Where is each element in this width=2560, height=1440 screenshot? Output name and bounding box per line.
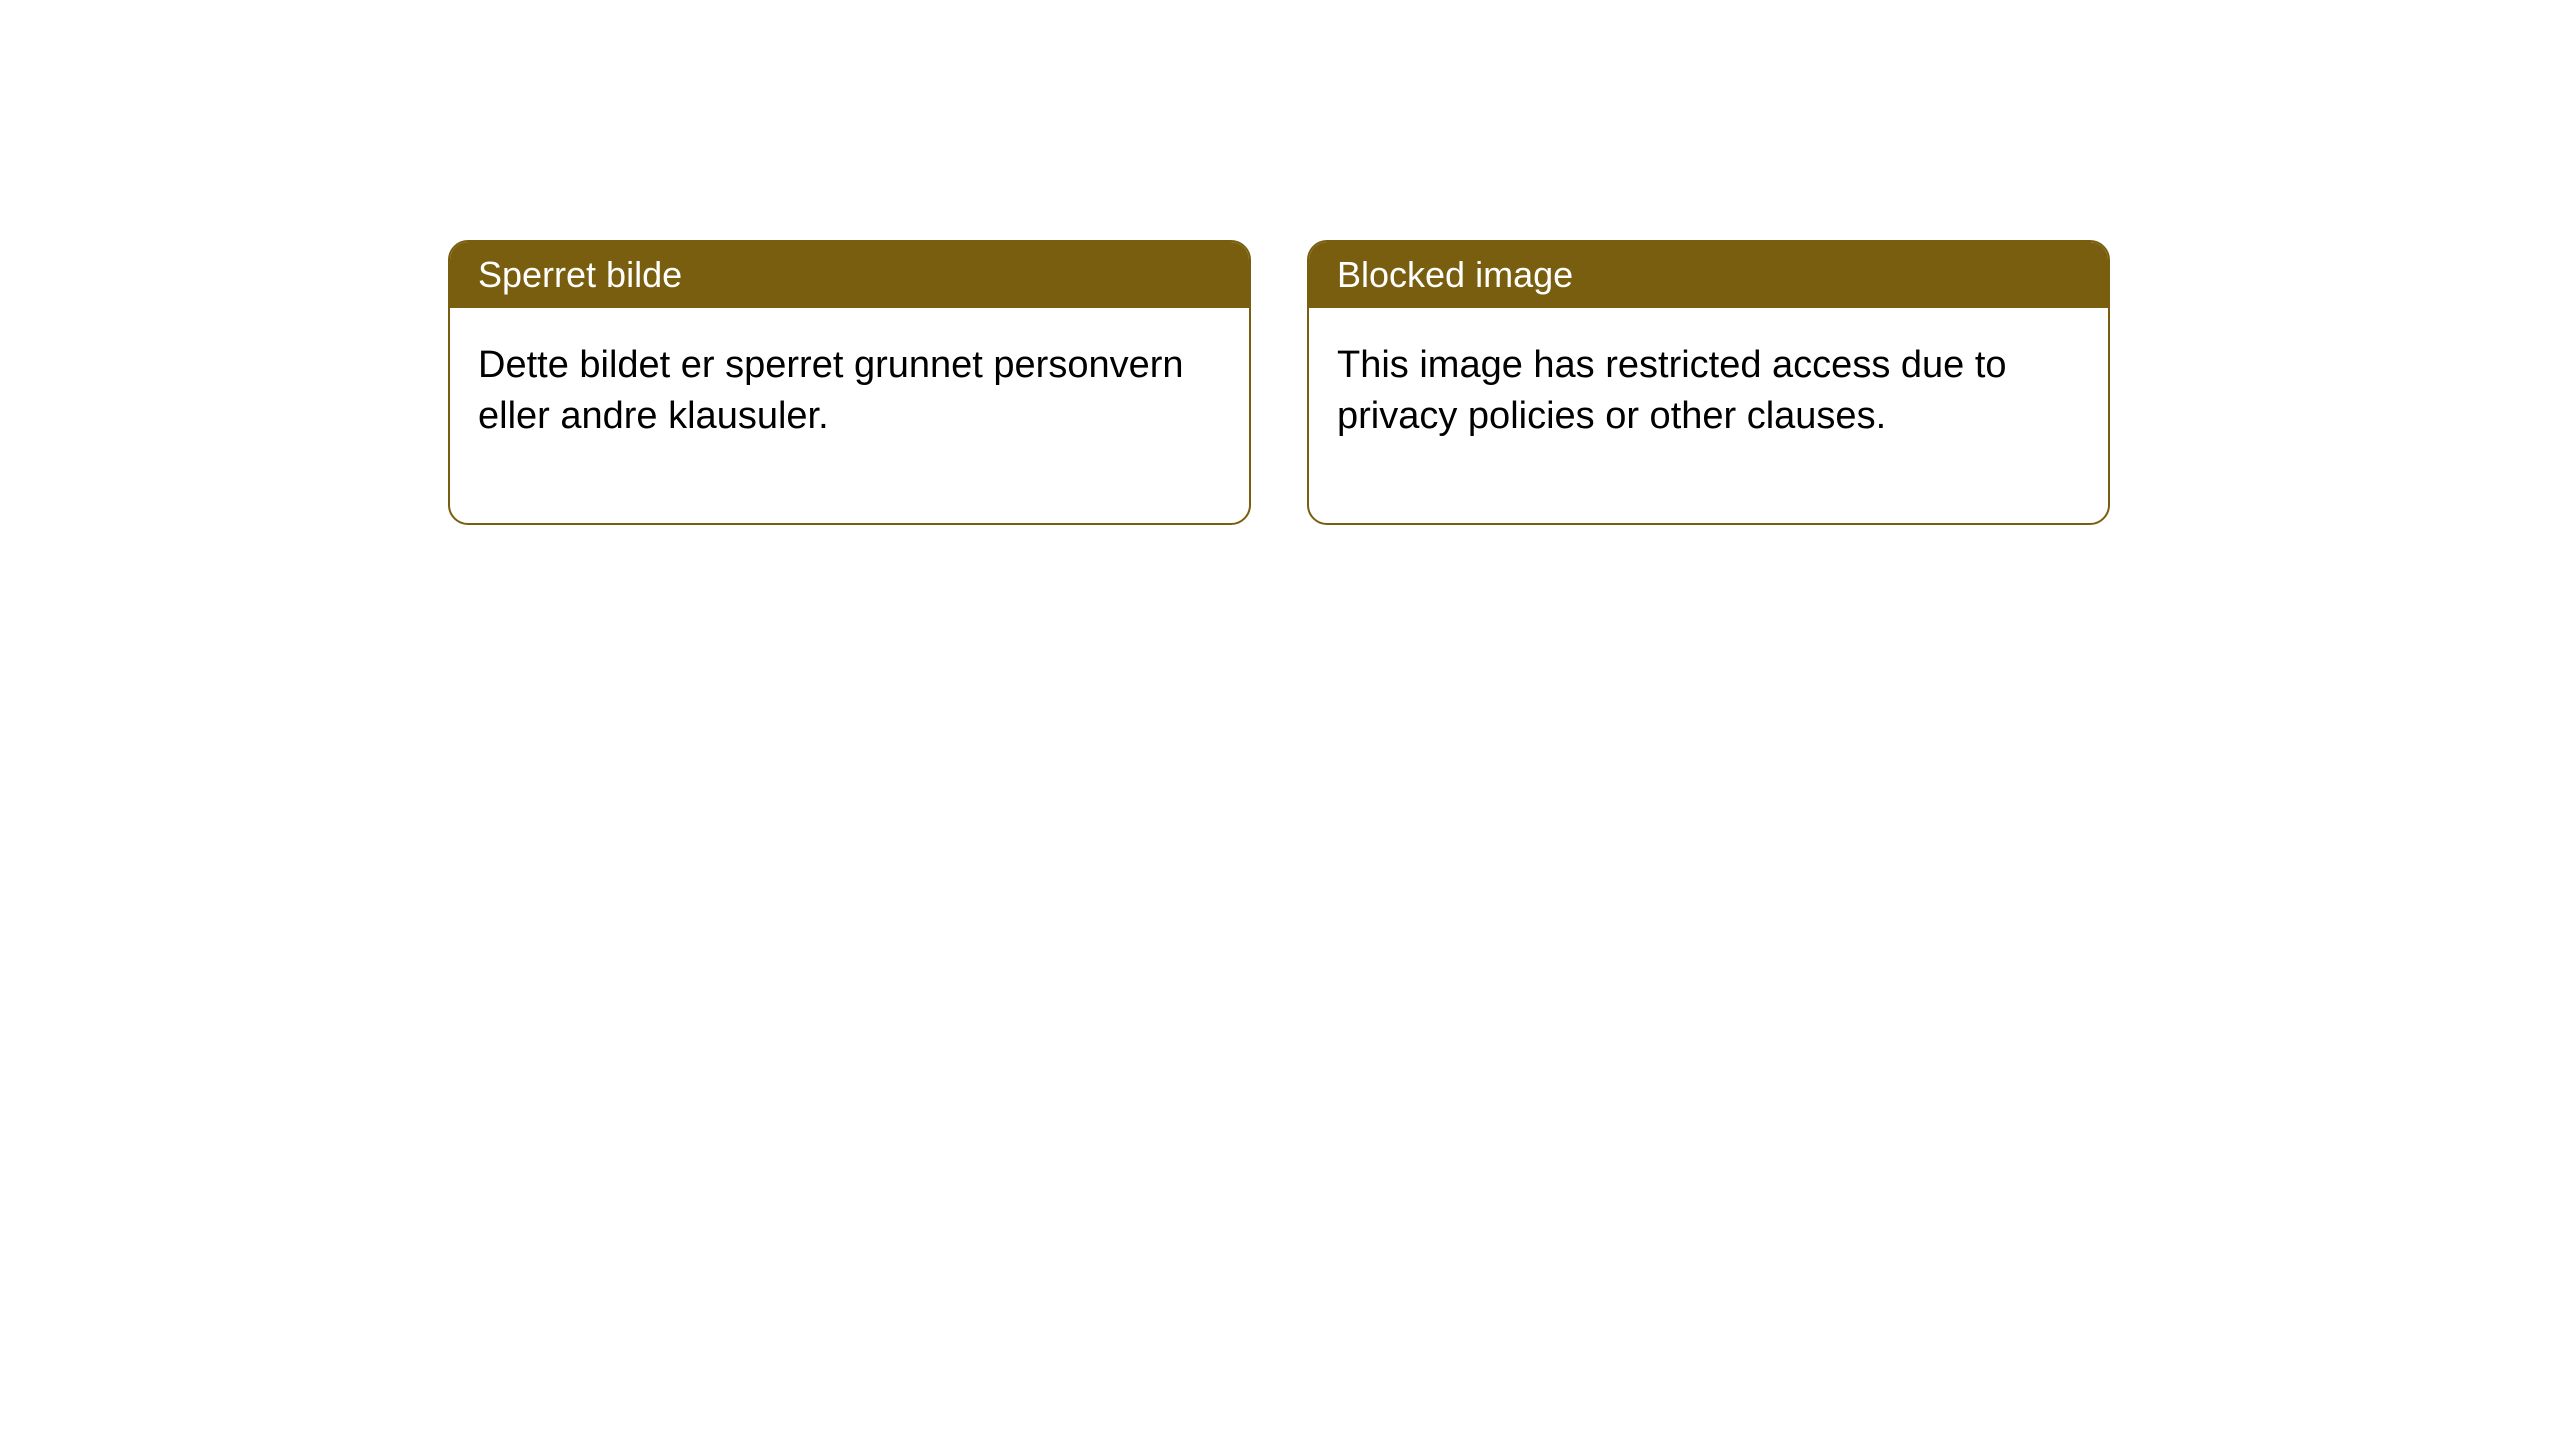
notice-title: Blocked image [1309, 242, 2108, 308]
notice-body: Dette bildet er sperret grunnet personve… [450, 308, 1249, 523]
notice-title: Sperret bilde [450, 242, 1249, 308]
notice-card-english: Blocked image This image has restricted … [1307, 240, 2110, 525]
notice-body: This image has restricted access due to … [1309, 308, 2108, 523]
notices-container: Sperret bilde Dette bildet er sperret gr… [448, 240, 2110, 525]
notice-card-norwegian: Sperret bilde Dette bildet er sperret gr… [448, 240, 1251, 525]
